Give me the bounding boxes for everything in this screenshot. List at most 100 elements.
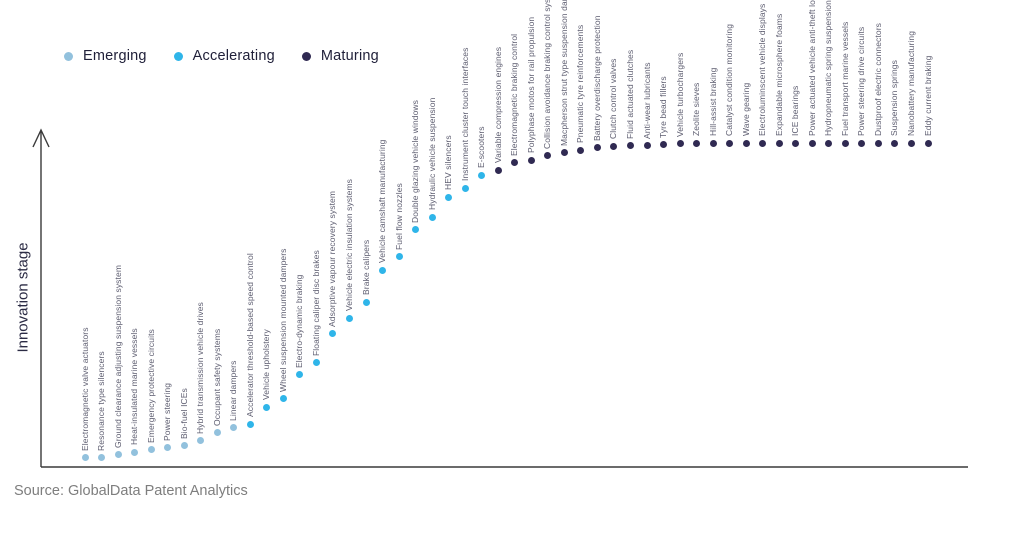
- data-point: [792, 139, 800, 147]
- data-point: [874, 139, 882, 147]
- data-point-label: Electro-dynamic braking: [294, 274, 305, 368]
- data-point: [131, 448, 139, 456]
- data-point-label: Dustproof electric connectors: [872, 23, 883, 136]
- data-point: [660, 141, 668, 149]
- data-point-label: Fuel transport marine vessels: [839, 21, 850, 136]
- data-point-label: Vehicle upholstery: [261, 329, 272, 401]
- data-point: [362, 298, 370, 306]
- data-point: [197, 437, 205, 445]
- data-point-label: Ground clearance adjusting suspension sy…: [112, 264, 123, 448]
- data-point-label: Clutch control valves: [608, 58, 619, 140]
- data-point-label: Hill-assist braking: [707, 67, 718, 136]
- data-point-label: Bio-fuel ICEs: [178, 387, 189, 439]
- data-point-label: Zeolite sieves: [691, 82, 702, 136]
- data-point: [263, 403, 271, 411]
- data-point: [147, 446, 155, 454]
- data-point: [759, 139, 767, 147]
- data-point: [808, 139, 816, 147]
- data-point: [858, 139, 866, 147]
- accelerating-dot-icon: [173, 51, 183, 61]
- data-point-label: Occupant safety systems: [211, 328, 222, 426]
- data-point: [180, 442, 188, 450]
- data-point: [230, 424, 238, 432]
- data-point-label: Double glazing vehicle windows: [410, 99, 421, 223]
- data-point: [593, 144, 601, 152]
- data-point: [379, 266, 387, 274]
- data-point: [560, 149, 568, 157]
- data-point: [676, 140, 684, 148]
- data-point: [709, 139, 717, 147]
- data-point: [312, 359, 320, 367]
- data-point-label: Vehicle electric insulation systems: [343, 179, 354, 312]
- source-caption: Source: GlobalData Patent Analytics: [14, 483, 248, 499]
- data-point: [445, 193, 453, 201]
- data-point: [643, 142, 651, 150]
- data-point-label: Emergency protective circuits: [145, 328, 156, 443]
- data-point: [478, 171, 486, 179]
- data-point-label: Heat-insulated marine vessels: [129, 328, 140, 446]
- data-point: [345, 314, 353, 322]
- data-point: [626, 142, 634, 150]
- legend-label: Accelerating: [192, 48, 275, 64]
- data-point-label: Fluid actuated clutches: [624, 49, 635, 139]
- legend-item-maturing: Maturing: [301, 48, 379, 64]
- data-point-label: Linear dampers: [228, 360, 239, 421]
- data-point-label: Variable compression engines: [492, 47, 503, 164]
- data-point: [98, 454, 106, 462]
- data-point-label: Hydropneumatic spring suspensions: [823, 0, 834, 136]
- data-point-label: Floating caliper disc brakes: [310, 250, 321, 356]
- data-point: [511, 159, 519, 167]
- data-point-label: Collision avoidance braking control syst…: [542, 0, 553, 149]
- data-point-label: ICE bearings: [790, 85, 801, 136]
- data-point: [395, 253, 403, 261]
- data-point-label: Brake calipers: [360, 239, 371, 296]
- data-point-label: Anti-wear lubricants: [641, 62, 652, 139]
- data-point: [742, 139, 750, 147]
- legend-label: Maturing: [320, 48, 379, 64]
- data-point: [213, 429, 221, 437]
- data-point: [246, 420, 254, 428]
- data-point: [296, 371, 304, 379]
- data-point-label: Electroluminscent vehicle displays: [757, 3, 768, 136]
- maturing-dot-icon: [301, 51, 311, 61]
- data-point-label: Expandable microsphere foams: [773, 13, 784, 136]
- data-point-label: Instrument cluster touch interfaces: [459, 47, 470, 182]
- data-point-label: Wave gearing: [740, 82, 751, 136]
- emerging-dot-icon: [64, 51, 73, 61]
- legend-item-accelerating: Accelerating: [173, 48, 275, 64]
- data-point-label: Macpherson strut type suspension damper: [558, 0, 569, 146]
- data-point-label: Resonance type silencers: [96, 351, 107, 451]
- data-point-label: Power actuated vehicle anti-theft locks: [806, 0, 817, 136]
- data-point-label: Power steering: [162, 382, 173, 441]
- data-point-label: Battery overdischarge protection: [591, 15, 602, 141]
- legend-label: Emerging: [83, 48, 147, 64]
- data-point: [907, 139, 915, 147]
- data-point: [891, 139, 899, 147]
- data-point: [775, 139, 783, 147]
- data-point: [494, 166, 502, 174]
- data-point: [412, 226, 420, 234]
- data-point-label: Hydraulic vehicle suspension: [426, 97, 437, 211]
- data-point: [81, 454, 89, 462]
- data-point: [726, 139, 734, 147]
- data-point: [461, 184, 469, 192]
- data-point-label: Tyre bead fillers: [658, 75, 669, 138]
- data-point: [428, 213, 436, 221]
- data-point-label: Nanobattery manufacturing: [905, 30, 916, 136]
- data-point: [544, 152, 552, 160]
- data-point: [693, 139, 701, 147]
- chart-legend: Emerging Accelerating Maturing: [64, 48, 379, 64]
- data-point-label: HEV silencers: [443, 135, 454, 191]
- data-point: [329, 330, 337, 338]
- data-point-label: Hybrid transmission vehicle drives: [195, 301, 206, 434]
- data-point-label: Electromagnetic valve actuators: [79, 327, 90, 451]
- legend-item-emerging: Emerging: [64, 48, 147, 64]
- data-point-label: Accelerator threshold-based speed contro…: [244, 253, 255, 418]
- data-point-label: Vehicle turbochargers: [674, 52, 685, 137]
- data-point-label: Catalyst condition monitoring: [724, 23, 735, 136]
- y-axis-arrow-icon: [32, 128, 50, 148]
- data-point-label: Wheel suspension mounted dampers: [277, 248, 288, 392]
